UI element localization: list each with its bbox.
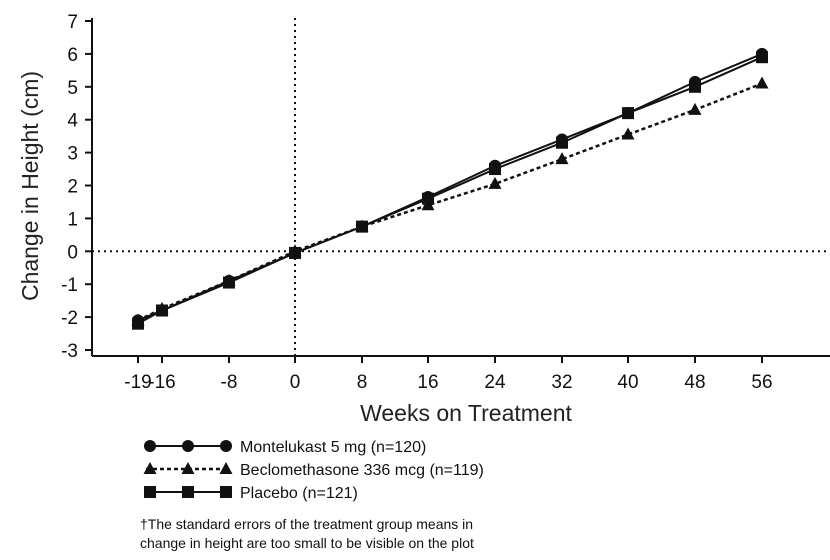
y-tick-label: 5 <box>67 78 78 99</box>
legend-marker-circle <box>144 440 156 452</box>
legend-marker-triangle <box>181 462 195 474</box>
x-tick-label: -16 <box>148 372 175 393</box>
data-point-square <box>223 276 235 289</box>
footnote-line-1: †The standard errors of the treatment gr… <box>140 516 474 532</box>
legend-marker-triangle <box>219 462 233 474</box>
data-point-triangle <box>688 102 702 115</box>
legend-marker-square <box>182 486 194 498</box>
x-tick-label: 16 <box>417 372 438 393</box>
data-point-square <box>156 304 168 317</box>
x-tick-label: -8 <box>221 372 238 393</box>
footnote: †The standard errors of the treatment gr… <box>140 515 660 553</box>
series-layer <box>131 47 769 330</box>
data-point-square <box>489 163 501 176</box>
data-point-square <box>622 107 634 120</box>
data-point-triangle <box>755 76 769 89</box>
x-axis-title: Weeks on Treatment <box>360 400 572 426</box>
legend-marker-square <box>144 486 156 498</box>
data-point-square <box>689 80 701 93</box>
x-tick-label: 40 <box>617 372 638 393</box>
legend-label: Montelukast 5 mg (n=120) <box>240 439 426 456</box>
y-tick-label: 1 <box>67 209 78 230</box>
legend-label: Placebo (n=121) <box>240 485 358 502</box>
data-point-square <box>556 136 568 149</box>
data-point-triangle <box>621 127 635 140</box>
x-tick-label: 8 <box>357 372 368 393</box>
data-point-square <box>756 51 768 64</box>
y-tick-label: -2 <box>61 308 78 329</box>
x-tick-label: 32 <box>551 372 572 393</box>
legend-marker-circle <box>182 440 194 452</box>
y-axis-title: Change in Height (cm) <box>17 71 43 301</box>
legend-marker-circle <box>220 440 232 452</box>
series-line-triangle <box>137 82 763 322</box>
x-tick-label: 24 <box>484 372 506 393</box>
axes <box>85 18 830 363</box>
legend: Montelukast 5 mg (n=120) Beclomethasone 3… <box>143 439 484 502</box>
y-tick-label: -1 <box>61 275 78 296</box>
y-tick-label: 4 <box>67 111 78 132</box>
legend-label: Beclomethasone 336 mcg (n=119) <box>240 462 484 479</box>
legend-marker-triangle <box>143 462 157 474</box>
x-tick-label: 0 <box>290 372 301 393</box>
data-point-triangle <box>555 152 569 165</box>
legend-marker-square <box>220 486 232 498</box>
data-point-square <box>289 246 301 259</box>
y-tick-label: 2 <box>67 177 78 198</box>
y-tick-label: -3 <box>61 341 78 362</box>
data-point-triangle <box>488 176 502 189</box>
data-point-square <box>422 192 434 205</box>
y-tick-label: 6 <box>67 45 78 66</box>
reference-lines <box>92 18 830 356</box>
y-tick-label: 7 <box>67 12 78 33</box>
data-point-square <box>356 220 368 233</box>
x-tick-label: 48 <box>684 372 705 393</box>
data-point-square <box>132 317 144 330</box>
footnote-line-2: change in height are too small to be vis… <box>140 535 474 551</box>
x-tick-label: -19 <box>124 372 151 393</box>
y-tick-label: 0 <box>67 242 78 263</box>
x-tick-label: 56 <box>751 372 772 393</box>
y-tick-label: 3 <box>67 144 78 165</box>
